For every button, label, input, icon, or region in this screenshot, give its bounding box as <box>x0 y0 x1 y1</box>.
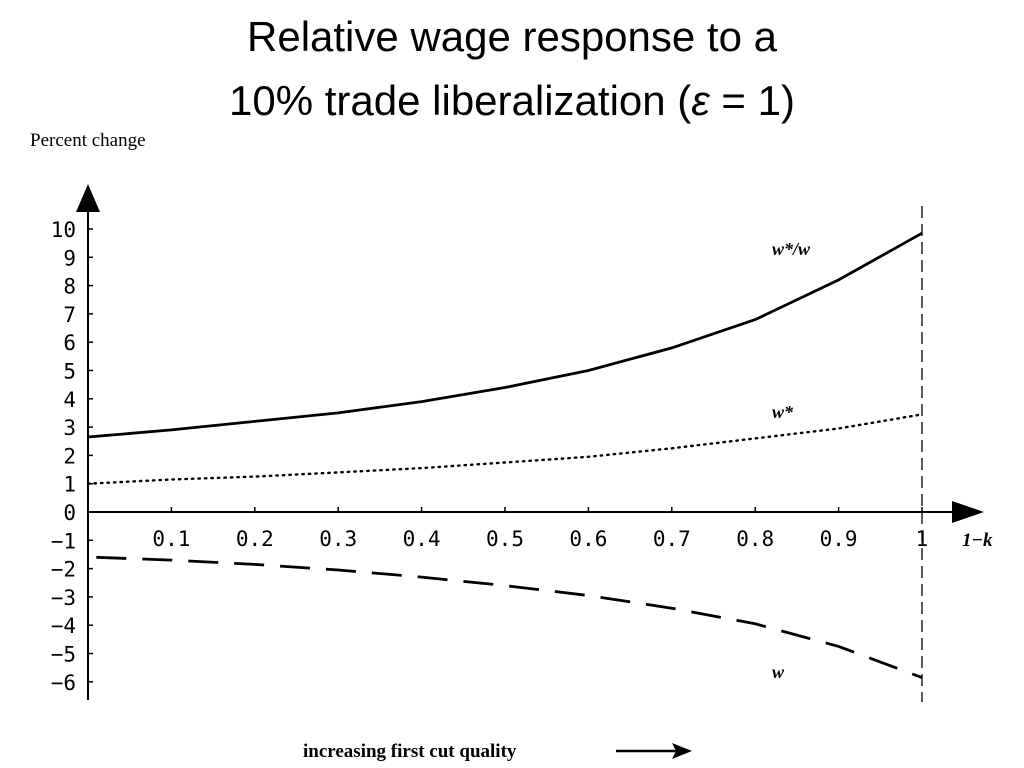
series-lines <box>86 231 924 679</box>
x-tick-label: 0.5 <box>486 527 524 551</box>
y-axis-arrow-icon <box>76 184 100 212</box>
y-tick-label: 7 <box>63 303 76 327</box>
y-tick-label: 6 <box>63 331 76 355</box>
y-tick-label: −1 <box>51 529 76 553</box>
series-line-w <box>96 555 923 679</box>
x-tick-label: 1 <box>916 527 929 551</box>
x-axis-label: 1−k <box>962 530 993 551</box>
y-tick-label: −6 <box>51 671 76 695</box>
x-tick-label: 0.2 <box>236 527 274 551</box>
y-tick-label: 5 <box>63 360 76 384</box>
series-line-w-star <box>86 413 924 485</box>
x-tick-label: 0.8 <box>736 527 774 551</box>
footer-caption: increasing first cut quality <box>303 741 517 762</box>
x-tick-label: 0.3 <box>319 527 357 551</box>
y-tick-label: 8 <box>63 275 76 299</box>
y-tick-label: 4 <box>63 388 76 412</box>
x-axis-arrow-icon <box>952 501 984 523</box>
y-tick-label: 3 <box>63 416 76 440</box>
y-axis-label: Percent change <box>30 130 146 151</box>
annotation-w-star-over-w: w*/w <box>772 239 811 259</box>
y-tick-label: 1 <box>63 473 76 497</box>
x-tick-labels: 0.1 0.2 0.3 0.4 0.5 0.6 0.7 0.8 0.9 1 <box>152 507 928 551</box>
x-tick-label: 0.9 <box>820 527 858 551</box>
x-tick-label: 0.4 <box>403 527 441 551</box>
y-tick-label: 9 <box>63 246 76 270</box>
annotation-w: w <box>772 662 785 682</box>
x-tick-label: 0.6 <box>569 527 607 551</box>
chart-title-line-2: 10% trade liberalization (ε = 1) <box>0 80 1024 122</box>
y-tick-label: −3 <box>51 586 76 610</box>
y-tick-label: −5 <box>51 643 76 667</box>
y-tick-label: −4 <box>51 614 76 638</box>
y-tick-label: −2 <box>51 558 76 582</box>
footer-arrow-icon <box>616 743 692 759</box>
x-tick-label: 0.1 <box>152 527 190 551</box>
chart-title-line-1: Relative wage response to a <box>247 13 777 60</box>
y-tick-label: 2 <box>63 444 76 468</box>
series-line-w-star-over-w <box>87 231 923 439</box>
title-text-pre: 10% trade liberalization ( <box>229 77 692 124</box>
annotation-w-star: w* <box>772 402 794 422</box>
y-tick-label: 0 <box>63 501 76 525</box>
axes <box>76 184 984 702</box>
title-epsilon: ε <box>691 77 710 124</box>
x-tick-label: 0.7 <box>653 527 691 551</box>
y-tick-label: 10 <box>51 218 76 242</box>
title-text-post: = 1) <box>709 77 795 124</box>
